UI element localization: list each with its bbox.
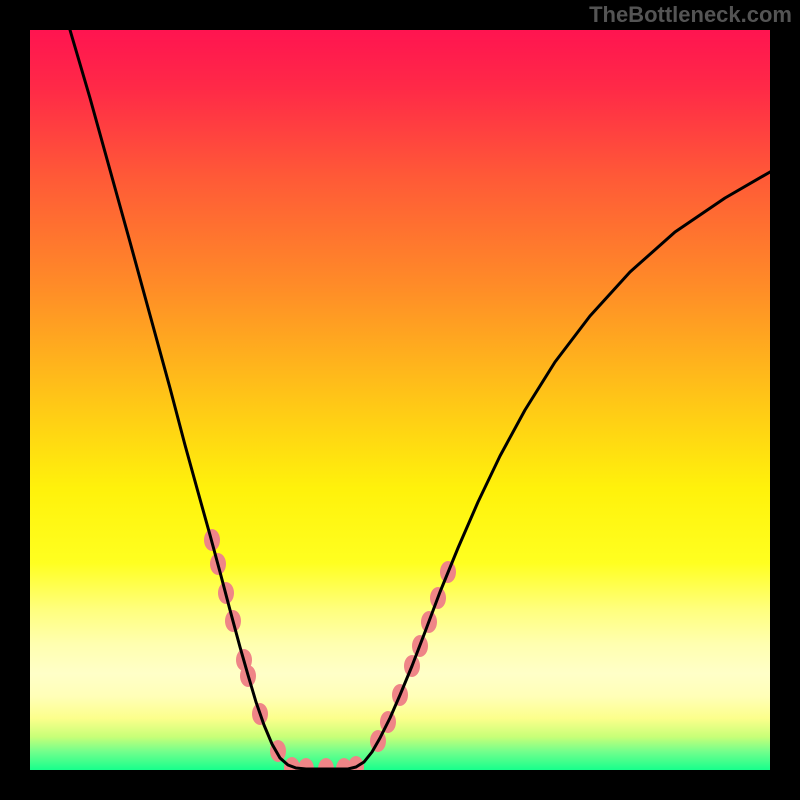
chart-container: TheBottleneck.com xyxy=(0,0,800,800)
bottleneck-curve xyxy=(30,30,770,770)
watermark-text: TheBottleneck.com xyxy=(589,2,792,28)
plot-area xyxy=(30,30,770,770)
curve-path xyxy=(70,30,770,769)
